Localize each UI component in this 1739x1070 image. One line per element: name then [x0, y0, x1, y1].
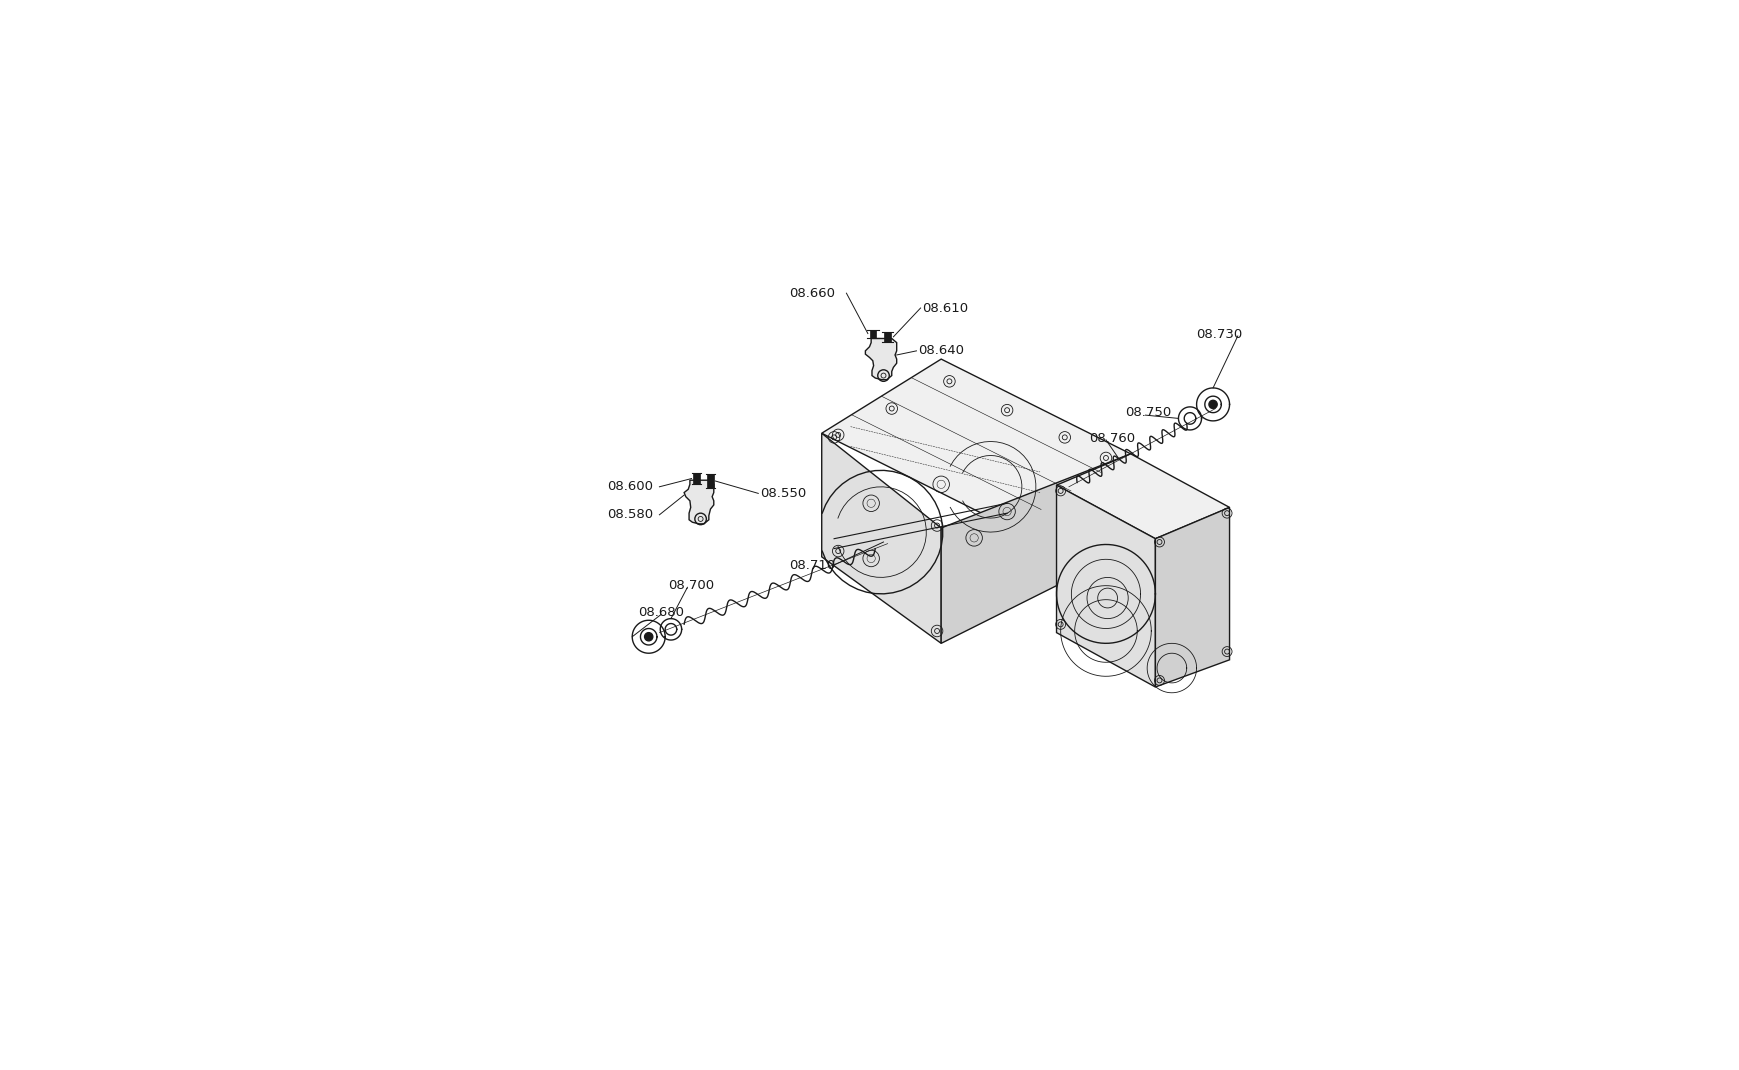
- Text: 08.600: 08.600: [607, 480, 654, 493]
- Polygon shape: [1056, 485, 1155, 687]
- Polygon shape: [883, 332, 890, 341]
- Polygon shape: [821, 433, 941, 643]
- Text: 08.550: 08.550: [760, 487, 805, 500]
- Polygon shape: [821, 360, 1130, 528]
- Text: 08.710: 08.710: [788, 559, 835, 571]
- Circle shape: [643, 632, 652, 641]
- Text: 08.640: 08.640: [918, 345, 963, 357]
- Text: 08.580: 08.580: [607, 508, 654, 521]
- Polygon shape: [941, 454, 1130, 643]
- Text: 08.700: 08.700: [668, 579, 713, 592]
- Polygon shape: [1155, 507, 1229, 687]
- Polygon shape: [870, 331, 876, 338]
- Polygon shape: [683, 480, 713, 524]
- Text: 08.610: 08.610: [922, 302, 969, 315]
- Text: 08.730: 08.730: [1196, 327, 1242, 341]
- Text: 08.680: 08.680: [638, 607, 683, 620]
- Polygon shape: [864, 338, 896, 380]
- Text: 08.760: 08.760: [1089, 431, 1136, 445]
- Polygon shape: [692, 473, 699, 485]
- Polygon shape: [1056, 454, 1229, 538]
- Text: 08.660: 08.660: [788, 287, 835, 300]
- Text: 08.750: 08.750: [1125, 407, 1170, 419]
- Polygon shape: [706, 474, 713, 488]
- Circle shape: [1209, 400, 1217, 409]
